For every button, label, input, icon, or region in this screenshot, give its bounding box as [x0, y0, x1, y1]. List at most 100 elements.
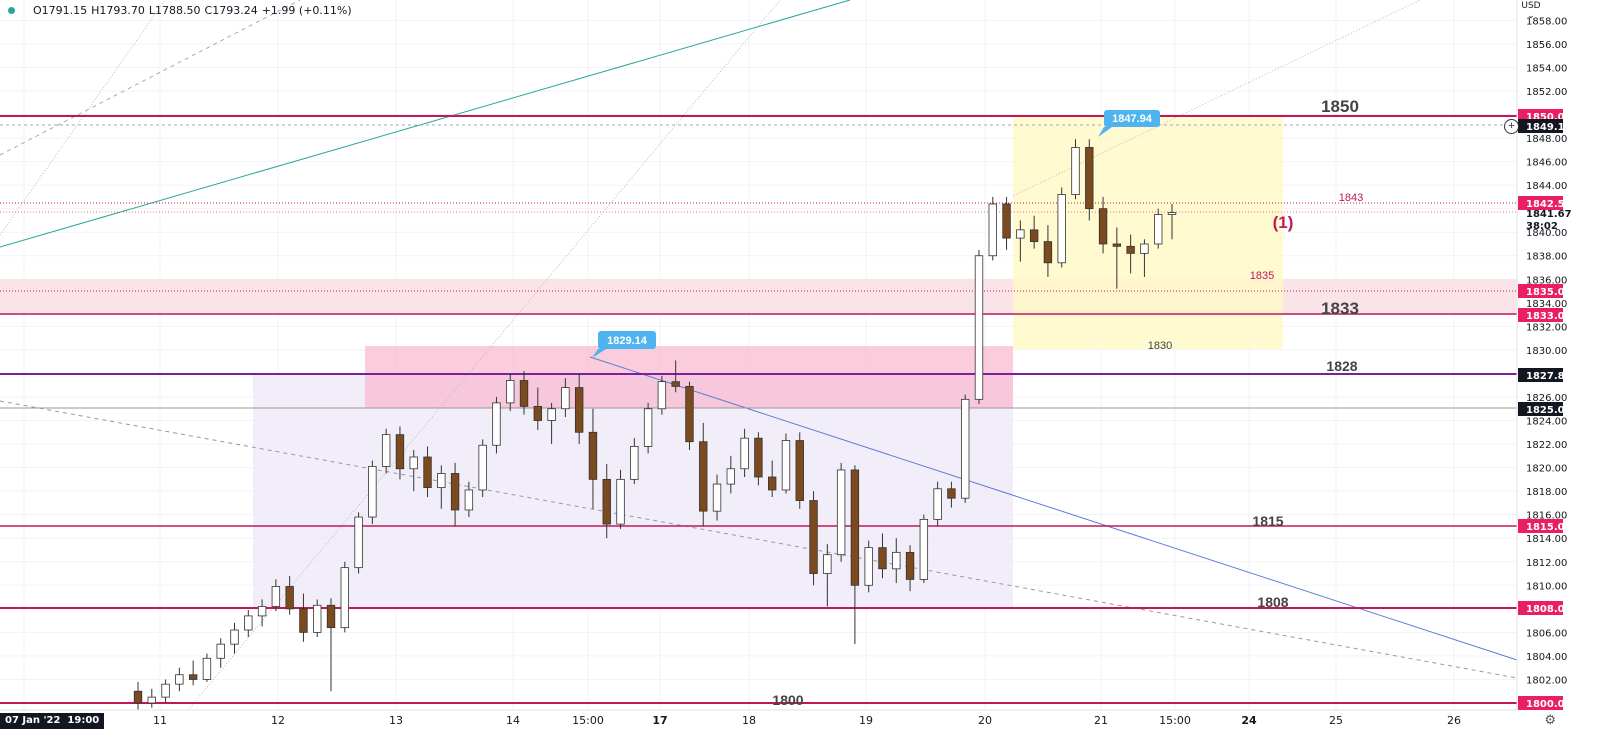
candle [864, 540, 873, 593]
add-alert-plus-icon[interactable]: + [1504, 119, 1519, 134]
price-axis-ticks: 1858.00 1856.00 1854.00 1852.00 1848.00 1846.… [1526, 16, 1567, 686]
candle [712, 474, 722, 521]
price-tick-label: 1824.00 [1526, 417, 1567, 428]
candle [492, 396, 501, 454]
time-axis-label: 17 [652, 714, 667, 727]
candle [1002, 196, 1011, 250]
candle [381, 428, 391, 474]
ohlc-close: C1793.24 [204, 4, 258, 17]
ohlc-open: O1791.15 [33, 4, 88, 17]
dotted-fan-line-1 [187, 0, 781, 711]
price-tick-label: 1822.00 [1526, 440, 1567, 451]
price-badge-label: 1800.00 [1526, 699, 1572, 710]
candle [368, 460, 377, 525]
price-badge-label: 38:02 [1526, 221, 1558, 232]
price-axis[interactable]: 1858.00 1856.00 1854.00 1852.00 1848.00 1846.… [1516, 0, 1600, 745]
candle [1071, 139, 1080, 200]
candle [1085, 139, 1094, 221]
price-badge-label: 1835.00 [1526, 287, 1572, 298]
price-badge-bg [1518, 402, 1563, 416]
callout-1847-text: 1847.94 [1112, 113, 1153, 125]
dashed-upper-trendline [0, 0, 301, 156]
candle [257, 599, 267, 627]
candle [423, 446, 432, 498]
price-badge-bg [1518, 519, 1563, 533]
candle [340, 561, 349, 633]
candle [685, 381, 694, 450]
candle [767, 460, 777, 498]
candle [506, 373, 515, 412]
price-tick-label: 1804.00 [1526, 652, 1567, 663]
candle [1112, 227, 1122, 289]
gear-icon[interactable]: ⚙ [1544, 712, 1556, 727]
level-label-1808: 1808 [1257, 594, 1288, 610]
callout-1829-text: 1829.14 [607, 335, 648, 347]
candle [616, 469, 625, 529]
candle [326, 598, 336, 692]
candle [961, 394, 970, 503]
currency-selector[interactable]: USD ⌄ [1520, 1, 1542, 21]
time-axis-label: 19 [859, 714, 873, 727]
candle [1154, 208, 1163, 249]
candle [478, 439, 487, 498]
time-axis-label: 14 [506, 714, 520, 727]
cursor-date: 07 Jan '22 [5, 715, 61, 726]
candle [643, 402, 653, 454]
candle [313, 599, 322, 638]
candle [175, 667, 184, 692]
candle [161, 679, 170, 703]
price-badge-label: 1825.00 [1526, 405, 1572, 416]
symbol-status-icon [8, 7, 15, 14]
price-tick-label: 1832.00 [1526, 322, 1567, 333]
ohlc-high: H1793.70 [91, 4, 145, 17]
price-badge-bg [1518, 196, 1563, 210]
price-tick-label: 1834.00 [1526, 299, 1567, 310]
candle [1057, 187, 1066, 268]
level-label-1815: 1815 [1252, 513, 1283, 529]
candle [437, 465, 446, 509]
price-badge-label: 1827.88 [1526, 371, 1572, 382]
candle [1140, 239, 1149, 277]
time-axis-label: 18 [742, 714, 756, 727]
candle [588, 408, 598, 509]
level-labels: 1850 1843 (1) 1835 1833 1830 1828 1815 1… [772, 97, 1363, 708]
candle [1167, 203, 1177, 240]
price-tick-label: 1826.00 [1526, 393, 1567, 404]
candle [533, 387, 543, 430]
level-label-1843: 1843 [1339, 192, 1363, 204]
price-badge-bg [1518, 308, 1563, 322]
level-label-1830: 1830 [1148, 340, 1172, 352]
candle [1043, 225, 1053, 277]
candle [574, 373, 584, 445]
candle [285, 575, 294, 615]
candle [354, 512, 363, 574]
level-label-1800: 1800 [772, 692, 803, 708]
candle [395, 426, 405, 480]
time-axis-label: 15:00 [572, 714, 604, 727]
wave-label-1: (1) [1273, 213, 1294, 232]
price-tick-label: 1858.00 [1526, 16, 1567, 27]
price-tick-label: 1848.00 [1526, 134, 1567, 145]
candle [547, 402, 556, 445]
price-tick-label: 1816.00 [1526, 511, 1567, 522]
dotted-fan-line-3 [1012, 0, 1421, 197]
dotted-fan-line-2 [0, 0, 166, 236]
price-badge-label: 1850.00 [1526, 112, 1572, 123]
candle [809, 491, 818, 586]
currency-label: USD [1521, 1, 1541, 11]
cursor-date-badge: 07 Jan '22 19:00 [0, 713, 105, 729]
price-badge-label: 1833.00 [1526, 311, 1572, 322]
consolidation-box [253, 374, 1013, 608]
ohlc-change: +1.99 (+0.11%) [261, 4, 352, 17]
time-axis[interactable]: 11 12 13 14 15:00 17 18 19 20 21 15:00 24 25 26 [0, 709, 1517, 745]
time-axis-label: 24 [1241, 714, 1257, 727]
candle [754, 432, 763, 486]
time-axis-label: 11 [153, 714, 167, 727]
horizontal-levels [0, 115, 1517, 704]
price-badge-label: 1808.00 [1526, 604, 1572, 615]
candle [216, 638, 225, 668]
chevron-down-icon: ⌄ [1527, 11, 1535, 21]
candle [699, 422, 708, 527]
